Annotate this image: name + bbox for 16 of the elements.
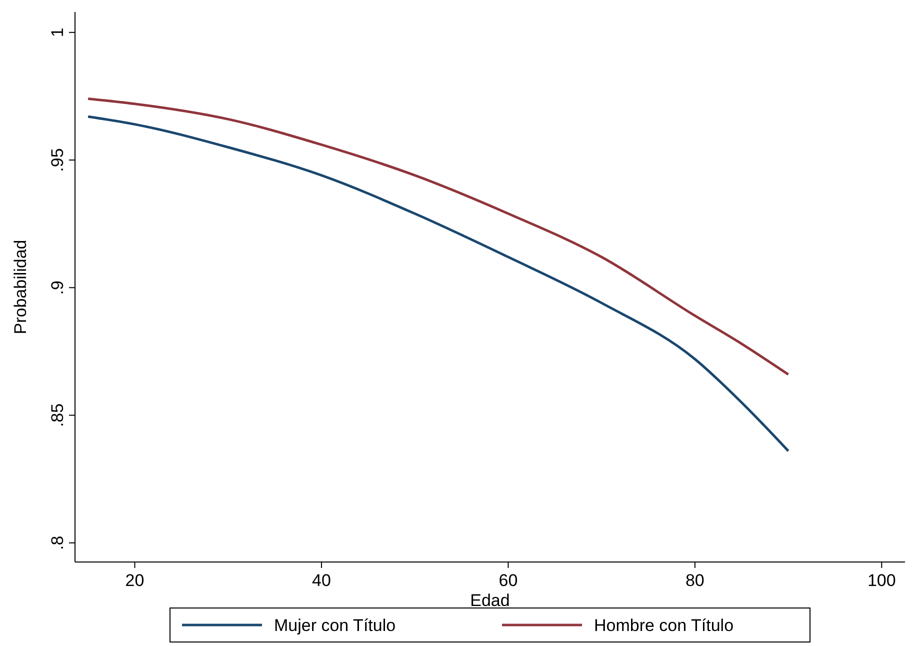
legend-label: Hombre con Título <box>594 616 734 635</box>
y-tick-label: .95 <box>48 148 67 172</box>
y-tick-label: .8 <box>48 536 67 550</box>
x-tick-label: 80 <box>685 571 704 590</box>
y-tick-label: 1 <box>48 28 67 38</box>
legend-label: Mujer con Título <box>274 616 396 635</box>
x-tick-label: 60 <box>498 571 518 590</box>
x-tick-label: 100 <box>867 571 896 590</box>
y-tick-label: .9 <box>48 280 67 295</box>
line-series <box>86 115 790 452</box>
x-tick-label: 20 <box>125 571 144 590</box>
x-axis-title: Edad <box>470 591 510 610</box>
x-tick-label: 40 <box>312 571 331 590</box>
y-axis-title: Probabilidad <box>11 240 30 334</box>
line-series <box>86 98 790 376</box>
y-tick-label: .85 <box>48 403 67 428</box>
